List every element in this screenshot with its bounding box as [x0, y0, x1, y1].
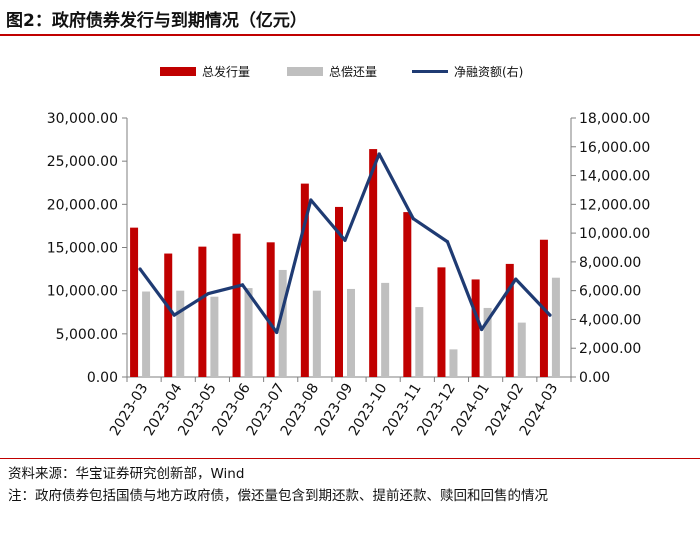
- legend-issuance-swatch: [160, 67, 196, 76]
- left-axis-tick-label: 5,000.00: [56, 327, 118, 343]
- right-axis-tick-label: 2,000.00: [579, 341, 641, 357]
- right-axis-tick-label: 6,000.00: [579, 284, 641, 300]
- bar-repayment: [176, 290, 185, 377]
- figure-title: 图2：政府债券发行与到期情况（亿元）: [6, 11, 307, 31]
- bar-repayment: [381, 282, 390, 377]
- net-financing-point: [411, 217, 415, 221]
- net-financing-point: [309, 198, 313, 202]
- title-rule: [0, 34, 700, 36]
- bar-issuance: [335, 206, 343, 377]
- bar-issuance: [369, 149, 378, 377]
- chart-axes: 0.00 5,000.00 10,000.00 15,000.00 20,000.00 2…: [47, 111, 651, 386]
- net-financing-point: [275, 330, 279, 334]
- right-axis-tick-label: 10,000.00: [579, 226, 650, 242]
- net-financing-point: [548, 313, 552, 317]
- net-financing-point: [377, 152, 381, 156]
- right-axis-tick-label: 4,000.00: [579, 312, 641, 328]
- bar-repayment: [517, 322, 526, 377]
- legend-issuance: 总发行量: [160, 64, 250, 79]
- bar-issuance: [198, 246, 207, 377]
- bar-repayment: [312, 290, 321, 377]
- bar-repayment: [483, 307, 492, 377]
- net-financing-point: [480, 327, 484, 332]
- left-axis-tick-label: 10,000.00: [47, 284, 118, 300]
- left-axis-tick-label: 20,000.00: [47, 197, 118, 213]
- left-axis-tick-label: 30,000.00: [47, 111, 118, 127]
- left-axis-tick-label: 15,000.00: [47, 241, 118, 257]
- bar-repayment: [449, 349, 458, 377]
- bar-repayment: [347, 288, 355, 377]
- right-axis-tick-label: 8,000.00: [579, 255, 641, 271]
- bar-issuance: [300, 183, 309, 377]
- x-axis-labels: 2023-032023-042023-052023-062023-072023-…: [107, 381, 561, 439]
- legend-repayment-swatch: [287, 67, 323, 76]
- left-axis-tick-label: 0.00: [87, 370, 118, 386]
- right-axis-tick-label: 14,000.00: [579, 169, 650, 185]
- legend-net-financing: 净融资额(右): [412, 64, 523, 79]
- left-axis-tick-label: 25,000.00: [47, 154, 118, 170]
- chart-line-series: [138, 152, 552, 334]
- bar-issuance: [164, 253, 173, 377]
- bar-issuance: [437, 267, 446, 377]
- chart-bars: [130, 149, 560, 377]
- net-financing-point: [240, 283, 245, 287]
- footer-rule: [0, 458, 700, 459]
- bar-issuance: [266, 242, 275, 377]
- bar-issuance: [505, 263, 514, 377]
- footnote: 注：政府债券包括国债与地方政府债，偿还量包含到期还款、提前还款、赎回和回售的情况: [8, 488, 548, 504]
- right-axis-tick-label: 0.00: [579, 370, 610, 386]
- bar-issuance: [403, 212, 412, 377]
- bar-repayment: [142, 291, 151, 377]
- bar-issuance: [130, 227, 139, 377]
- bar-repayment: [415, 307, 424, 377]
- bar-repayment: [210, 296, 219, 377]
- net-financing-point: [206, 291, 210, 296]
- right-axis-tick-label: 18,000.00: [579, 111, 650, 127]
- legend-repayment-label: 总偿还量: [329, 64, 377, 79]
- right-axis-tick-label: 12,000.00: [579, 197, 650, 213]
- net-financing-point: [343, 238, 347, 242]
- bar-repayment: [244, 288, 253, 377]
- legend-issuance-label: 总发行量: [202, 64, 250, 79]
- legend-net-financing-label: 净融资额(右): [454, 64, 523, 79]
- net-financing-point: [138, 267, 142, 271]
- net-financing-point: [445, 240, 450, 244]
- bar-repayment: [278, 269, 287, 377]
- bar-issuance: [471, 279, 480, 377]
- bar-line-chart: 总发行量 总偿还量 净融资额(右) 0.00 5,000.00 10,000.00 15,…: [47, 64, 651, 439]
- legend-repayment: 总偿还量: [287, 64, 377, 79]
- chart-legend: 总发行量 总偿还量 净融资额(右): [160, 64, 523, 79]
- bar-issuance: [232, 233, 241, 377]
- bar-repayment: [551, 277, 560, 377]
- source-note: 资料来源：华宝证券研究创新部，Wind: [8, 466, 245, 482]
- net-financing-point: [514, 277, 518, 281]
- right-axis-tick-label: 16,000.00: [579, 140, 650, 156]
- net-financing-point: [172, 313, 176, 317]
